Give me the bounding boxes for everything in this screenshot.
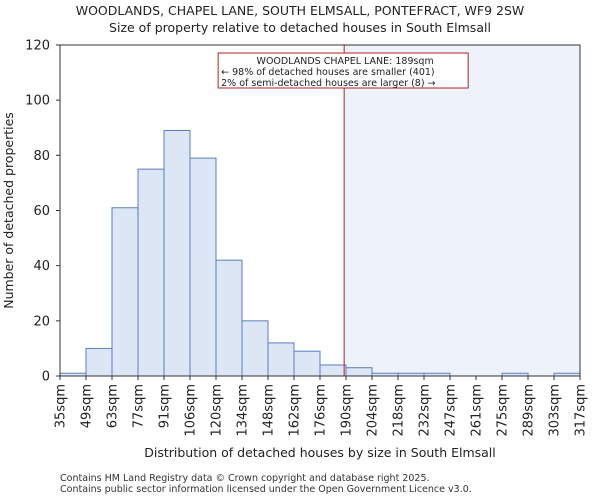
y-tick-label: 120 [25, 39, 50, 54]
histogram-bar [345, 367, 373, 377]
histogram-bar [241, 320, 269, 377]
x-tick-label: 289sqm [522, 384, 537, 437]
annotation-line-1: WOODLANDS CHAPEL LANE: 189sqm [257, 56, 434, 67]
x-tick-label: 148sqm [262, 384, 277, 437]
x-tick-label: 134sqm [236, 384, 251, 437]
histogram-bar [293, 350, 321, 377]
histogram-bar [319, 364, 347, 377]
histogram-chart: 0 20 40 60 80 100 120 35sqm 49sqm 63sqm 77sqm 91sq… [1, 39, 589, 461]
histogram-bar [163, 130, 191, 377]
histogram-bar [137, 168, 165, 377]
x-tick-label: 190sqm [340, 384, 355, 437]
x-tick-label: 162sqm [288, 384, 303, 437]
larger-than-property-region [344, 45, 580, 376]
x-tick-label: 317sqm [574, 384, 589, 437]
histogram-bar [267, 342, 295, 377]
chart-subtitle: Size of property relative to detached ho… [109, 20, 491, 35]
x-tick-label: 120sqm [210, 384, 225, 437]
x-tick-label: 275sqm [496, 384, 511, 437]
x-tick-label: 247sqm [444, 384, 459, 437]
annotation-box: WOODLANDS CHAPEL LANE: 189sqm ← 98% of d… [217, 52, 469, 89]
x-tick-label: 303sqm [548, 384, 563, 437]
histogram-bar [85, 347, 113, 377]
x-tick-label: 261sqm [470, 384, 485, 437]
annotation-border [217, 52, 469, 89]
x-tick-label: 91sqm [158, 384, 173, 428]
x-tick-label: 106sqm [184, 384, 199, 437]
x-tick-label: 218sqm [392, 384, 407, 437]
x-tick-label: 204sqm [366, 384, 381, 437]
y-tick-label: 80 [33, 149, 50, 164]
y-tick-label: 60 [33, 204, 50, 219]
histogram-bar [189, 157, 217, 377]
histogram-bar [215, 259, 243, 377]
x-tick-label: 176sqm [314, 384, 329, 437]
x-tick-label: 49sqm [80, 384, 95, 428]
x-tick-label: 63sqm [106, 384, 121, 428]
y-tick-label: 40 [33, 259, 50, 274]
annotation-line-3: 2% of semi-detached houses are larger (8… [221, 78, 435, 89]
chart-title: WOODLANDS, CHAPEL LANE, SOUTH ELMSALL, P… [75, 3, 525, 18]
histogram-bar [111, 207, 139, 377]
y-tick-label: 20 [33, 314, 50, 329]
x-tick-label: 35sqm [54, 384, 69, 428]
x-axis-label: Distribution of detached houses by size … [144, 445, 496, 460]
annotation-line-2: ← 98% of detached houses are smaller (40… [221, 67, 434, 78]
x-tick-label: 77sqm [132, 384, 147, 428]
footer-copyright: Contains HM Land Registry data © Crown c… [60, 473, 430, 484]
footer-licence: Contains public sector information licen… [60, 484, 472, 495]
y-axis-label: Number of detached properties [1, 112, 16, 309]
x-tick-label: 232sqm [418, 384, 433, 437]
y-tick-label: 100 [25, 94, 50, 109]
y-tick-label: 0 [42, 370, 50, 385]
